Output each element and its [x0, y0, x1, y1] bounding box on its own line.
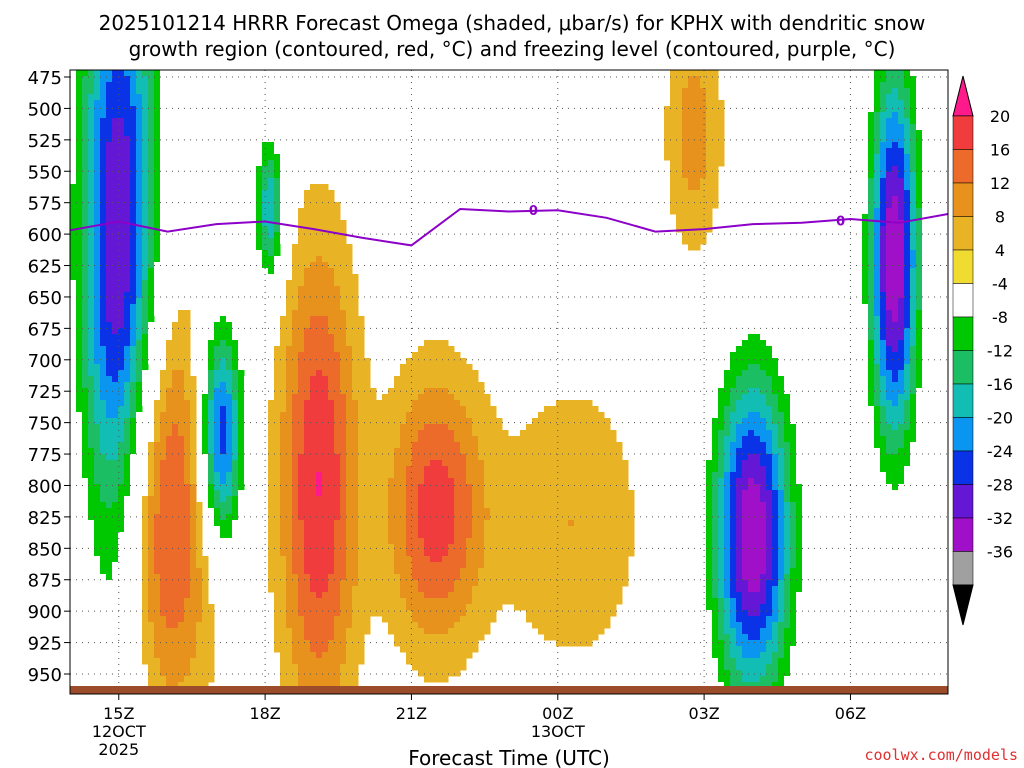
colorbar-segment: [952, 350, 974, 385]
colorbar-tick-label: -20: [987, 409, 1013, 428]
y-tick-label: 725: [28, 382, 62, 403]
colorbar-tick-label: -24: [987, 442, 1013, 461]
chart-title-line1: 2025101214 HRRR Forecast Omega (shaded, …: [99, 11, 926, 35]
colorbar: 20 16 12 8 4 -4 -8 -12 -16 -20 -24 -28 -32 -36: [952, 75, 1013, 626]
colorbar-top-arrow: [952, 75, 974, 117]
plot-frame: [69, 69, 949, 695]
colorbar-tick-label: 20: [990, 107, 1010, 126]
colorbar-bottom-arrow: [952, 584, 974, 626]
colorbar-segment: [952, 249, 974, 284]
x-tick-date: 13OCT: [531, 722, 585, 741]
x-tick-label: 03Z: [688, 704, 719, 723]
y-tick-label: 875: [28, 571, 62, 592]
colorbar-segment: [952, 551, 974, 586]
colorbar-tick-label: 4: [995, 241, 1005, 260]
colorbar-tick-label: 16: [990, 141, 1010, 160]
freezing-level-line: [69, 207, 949, 247]
y-tick-label: 925: [28, 634, 62, 655]
freezing-level-contour: 00: [69, 204, 949, 247]
colorbar-tick-label: 8: [995, 208, 1005, 227]
colorbar-segment: [952, 283, 974, 318]
y-tick-label: 775: [28, 445, 62, 466]
y-tick-label: 500: [28, 99, 62, 120]
y-tick-label: 475: [28, 68, 62, 89]
colorbar-tick-label: -12: [987, 342, 1013, 361]
x-tick-label: 18Z: [249, 704, 280, 723]
colorbar-segment: [952, 316, 974, 351]
x-tick-label: 06Z: [835, 704, 866, 723]
chart-title-line2: growth region (contoured, red, °C) and f…: [129, 37, 896, 61]
y-tick-label: 650: [28, 288, 62, 309]
y-tick-label: 750: [28, 414, 62, 435]
y-tick-label: 675: [28, 319, 62, 340]
y-tick-label: 800: [28, 476, 62, 497]
watermark: coolwx.com/models: [864, 746, 1018, 764]
colorbar-tick-label: 12: [990, 174, 1010, 193]
colorbar-tick-label: -8: [992, 308, 1008, 327]
colorbar-tick-label: -28: [987, 476, 1013, 495]
y-tick-label: 950: [28, 665, 62, 686]
freezing-level-label: 0: [529, 204, 538, 219]
y-axis: 475 500 525 550 575 600 625 650 675 700 725 750 775 8…: [28, 68, 70, 686]
grid-lines: [70, 70, 948, 694]
colorbar-segment: [952, 484, 974, 519]
y-tick-label: 600: [28, 225, 62, 246]
omega-shading: [70, 70, 929, 689]
colorbar-tick-label: -16: [987, 375, 1013, 394]
terrain-strip: [70, 686, 948, 694]
y-tick-label: 700: [28, 351, 62, 372]
x-tick-label: 00Z: [542, 704, 573, 723]
colorbar-segment: [952, 383, 974, 418]
x-axis-label: Forecast Time (UTC): [408, 746, 610, 768]
colorbar-tick-label: -32: [987, 509, 1013, 528]
y-tick-label: 575: [28, 194, 62, 215]
colorbar-segment: [952, 216, 974, 251]
colorbar-segment: [952, 115, 974, 150]
colorbar-segment: [952, 417, 974, 452]
y-tick-label: 625: [28, 257, 62, 278]
colorbar-segment: [952, 149, 974, 184]
colorbar-segment: [952, 517, 974, 552]
freezing-level-label: 0: [836, 214, 845, 229]
x-tick-date: 12OCT: [92, 722, 146, 741]
y-tick-label: 550: [28, 162, 62, 183]
colorbar-tick-label: -4: [992, 275, 1008, 294]
colorbar-segment: [952, 450, 974, 485]
y-tick-label: 525: [28, 131, 62, 152]
y-tick-label: 825: [28, 508, 62, 529]
y-tick-label: 850: [28, 539, 62, 560]
x-tick-year: 2025: [98, 740, 139, 759]
x-tick-label: 21Z: [396, 704, 427, 723]
colorbar-segment: [952, 182, 974, 217]
x-tick-label: 15Z: [103, 704, 134, 723]
colorbar-tick-label: -36: [987, 543, 1013, 562]
y-tick-label: 900: [28, 602, 62, 623]
